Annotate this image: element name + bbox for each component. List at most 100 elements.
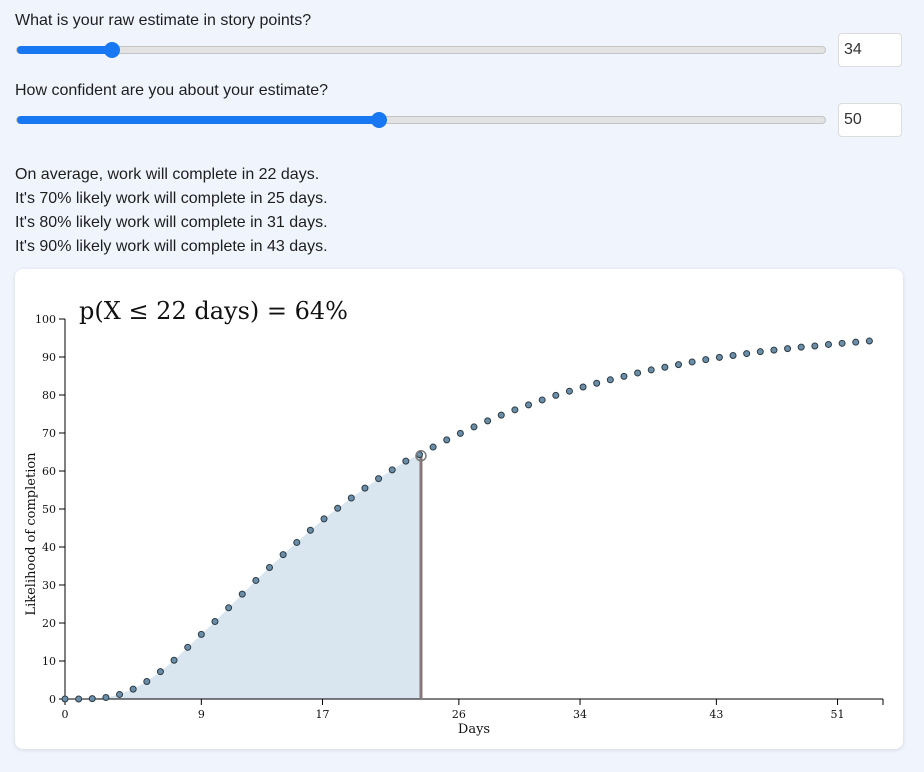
y-tick-label: 40 [42,541,56,554]
data-point [279,551,287,559]
data-point [743,350,751,358]
data-point [306,526,314,534]
data-point [388,466,396,474]
data-point [170,656,178,664]
x-tick-label: 34 [573,708,587,721]
confidence-input[interactable] [838,103,902,137]
data-point [525,401,533,409]
data-point [579,383,587,391]
data-point [702,356,710,364]
data-point [565,387,573,395]
data-point [647,366,655,374]
y-tick-label: 20 [42,617,56,630]
data-point [456,429,464,437]
y-tick-label: 50 [42,503,56,516]
data-point [211,617,219,625]
y-tick-label: 60 [42,465,56,478]
y-tick-label: 70 [42,427,56,440]
confidence-slider-track[interactable] [16,112,826,128]
summary-line-average: On average, work will complete in 22 day… [15,166,320,183]
y-tick-label: 0 [49,693,56,706]
data-point [266,564,273,572]
data-point [838,339,846,347]
confidence-slider-fill [17,116,379,124]
x-axis: 0 9 17 26 34 43 51 [62,698,884,721]
x-tick-label: 51 [831,708,845,721]
data-point [688,358,696,366]
y-axis: 0 10 20 30 40 50 60 70 80 90 100 [35,313,66,706]
x-tick-label: 0 [62,708,69,721]
y-tick-label: 90 [42,351,56,364]
data-point [361,484,369,492]
data-point [116,690,124,698]
data-point [634,369,642,377]
data-points[interactable] [61,337,873,703]
data-point [156,668,164,676]
estimate-slider-track[interactable] [16,42,826,58]
data-point [293,538,301,546]
data-point [238,590,246,598]
data-point [484,417,492,425]
data-point [852,338,860,346]
data-point [75,695,83,703]
confidence-slider-thumb[interactable] [371,112,387,128]
data-point [197,630,205,638]
estimate-input[interactable] [838,33,902,67]
data-point [143,678,151,686]
data-point [620,372,628,380]
x-tick-label: 17 [316,708,330,721]
y-axis-label: Likelihood of completion [24,452,39,616]
data-point [443,436,451,444]
data-point [88,695,96,703]
data-point [797,343,805,351]
data-point [497,411,505,419]
chart-card: 0 10 20 30 40 50 60 70 80 90 100 0 9 17 26 34 43 51 p(X … [15,269,903,749]
data-point [252,576,260,584]
data-point [756,348,764,356]
completion-chart[interactable]: 0 10 20 30 40 50 60 70 80 90 100 0 9 17 26 34 43 51 p(X … [15,269,903,749]
summary-line-80: It's 80% likely work will complete in 31… [15,214,328,231]
data-point [402,457,410,465]
x-axis-label: Days [458,722,490,737]
data-point [184,643,192,651]
data-point [225,604,233,612]
data-point [347,494,355,502]
probability-area [65,454,421,699]
data-point [865,337,873,345]
data-point [538,396,546,404]
data-point [320,515,328,523]
data-point [129,685,137,693]
data-point [729,351,737,359]
data-point [102,693,110,701]
x-tick-label: 43 [709,708,723,721]
x-tick-label: 9 [198,708,205,721]
highlight-point [415,450,427,462]
y-tick-label: 80 [42,389,56,402]
estimate-slider-thumb[interactable] [104,42,120,58]
forecast-summary: On average, work will complete in 22 day… [15,163,328,259]
estimate-slider-fill [17,46,112,54]
y-tick-label: 10 [42,655,56,668]
estimate-question-label: What is your raw estimate in story point… [15,12,312,29]
data-point [552,391,560,399]
data-point [334,504,342,512]
summary-line-70: It's 70% likely work will complete in 25… [15,190,328,207]
data-point [511,406,519,414]
chart-title: p(X ≤ 22 days) = 64% [79,297,348,325]
y-tick-label: 100 [35,313,56,326]
data-point [593,379,601,387]
data-point [429,443,437,451]
data-point [606,376,614,384]
data-point [824,340,832,348]
data-point [770,346,778,354]
y-tick-label: 30 [42,579,56,592]
data-point [784,345,792,353]
x-tick-label: 26 [452,708,466,721]
confidence-question-label: How confident are you about your estimat… [15,82,329,99]
data-point [715,353,723,361]
data-point [470,423,478,431]
data-point [811,342,819,350]
data-point [61,695,69,703]
summary-line-90: It's 90% likely work will complete in 43… [15,238,328,255]
data-point [661,363,669,371]
